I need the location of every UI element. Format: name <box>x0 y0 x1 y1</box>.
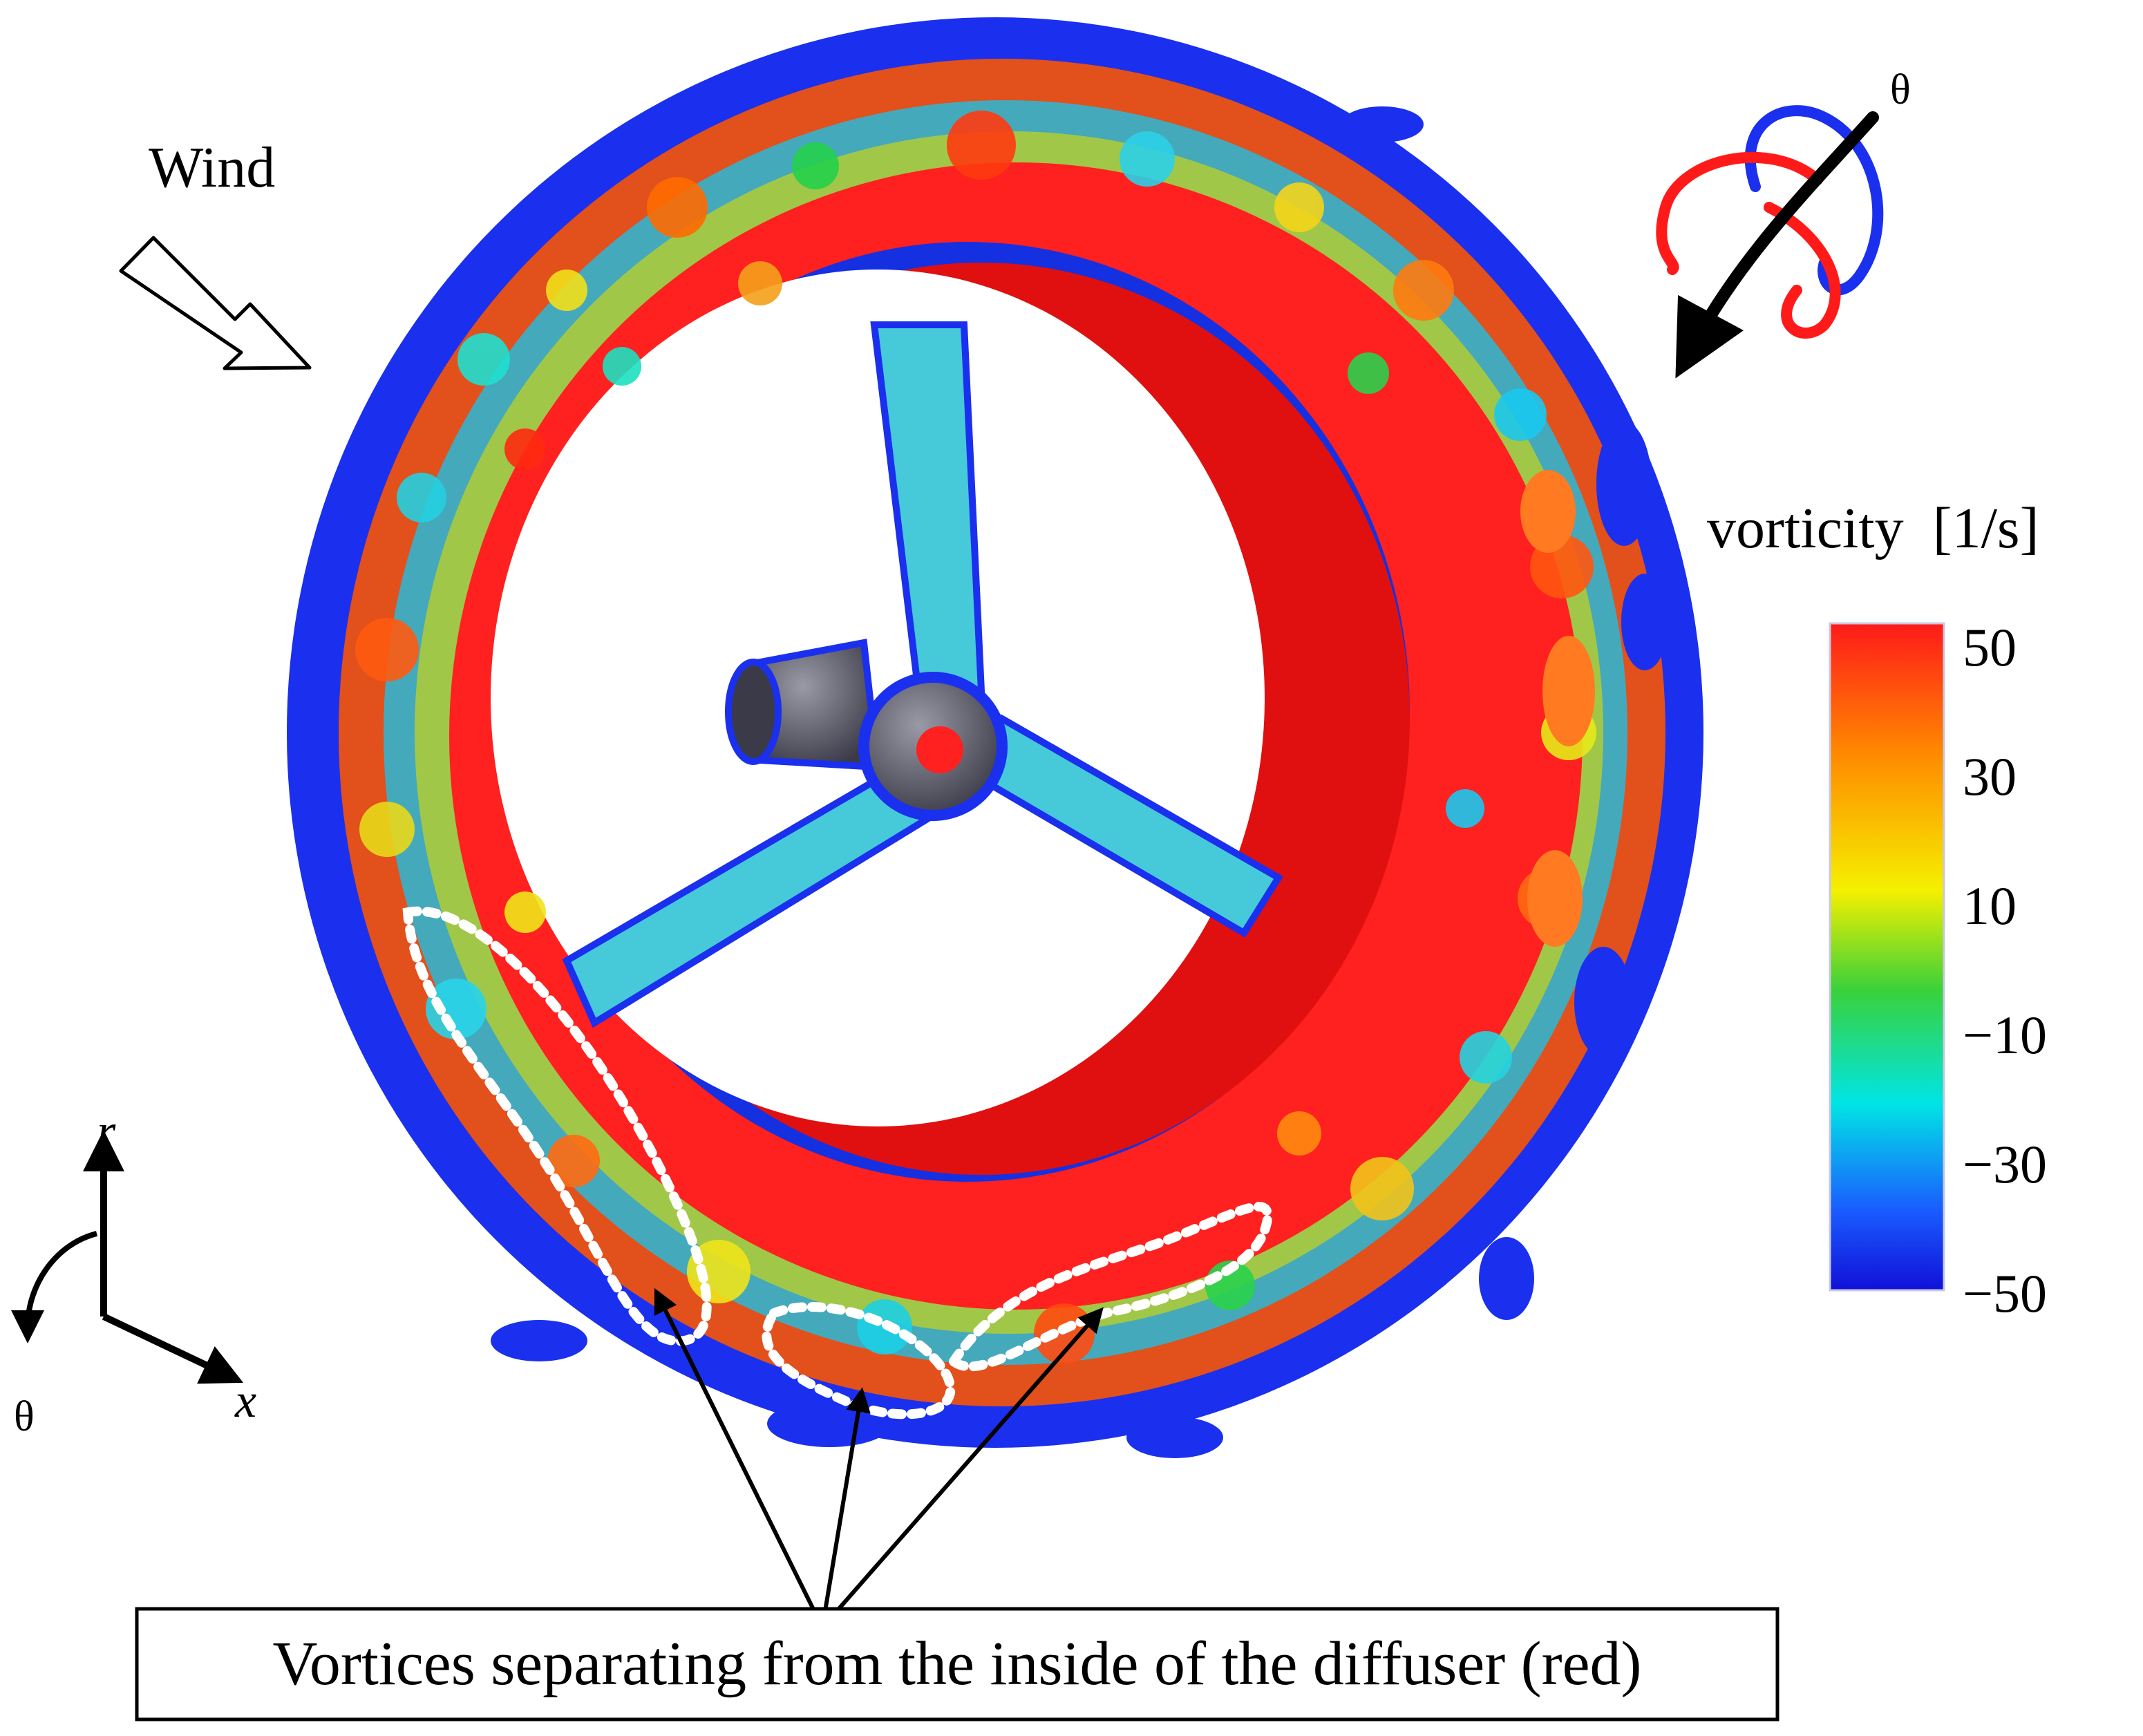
colorbar-ticks: 50 30 10 −10 −30 −50 <box>1963 617 2047 1323</box>
colorbar-tick-label: −30 <box>1963 1134 2047 1194</box>
colorbar-title: vorticity [1/s] <box>1707 496 2039 560</box>
colorbar-tick-label: 50 <box>1963 617 2017 677</box>
callout: Vortices separating from the inside of t… <box>135 1287 1779 1721</box>
theta-axis-label: θ <box>14 1393 35 1440</box>
theta-top-label: θ <box>1890 66 1911 113</box>
wind-label: Wind <box>149 135 275 200</box>
colorbar-tick-label: 10 <box>1963 876 2017 936</box>
colorbar-tick-label: −50 <box>1963 1263 2047 1323</box>
callout-box <box>135 1607 1779 1721</box>
rotation-direction-icon: θ <box>1656 66 1911 379</box>
x-axis-label: x <box>234 1375 256 1428</box>
axis-triad-icon: r x θ <box>11 1105 256 1440</box>
diffuser-vortex-render <box>287 17 1703 1458</box>
colorbar-gradient <box>1829 622 1945 1292</box>
turbine-blades <box>562 321 1283 1028</box>
turbine-hub <box>725 639 1008 821</box>
callout-text: Vortices separating from the inside of t… <box>272 1630 1641 1698</box>
separating-vortex-outlines <box>402 906 1273 1419</box>
colorbar-tick-label: 30 <box>1963 746 2017 806</box>
wind-arrow-icon <box>119 236 312 370</box>
colorbar-tick-label: −10 <box>1963 1005 2047 1065</box>
r-axis-label: r <box>97 1105 116 1158</box>
vorticity-colorbar: vorticity [1/s] 50 30 10 −10 −30 −50 <box>1707 496 2047 1323</box>
wind-indicator: Wind <box>119 135 312 370</box>
